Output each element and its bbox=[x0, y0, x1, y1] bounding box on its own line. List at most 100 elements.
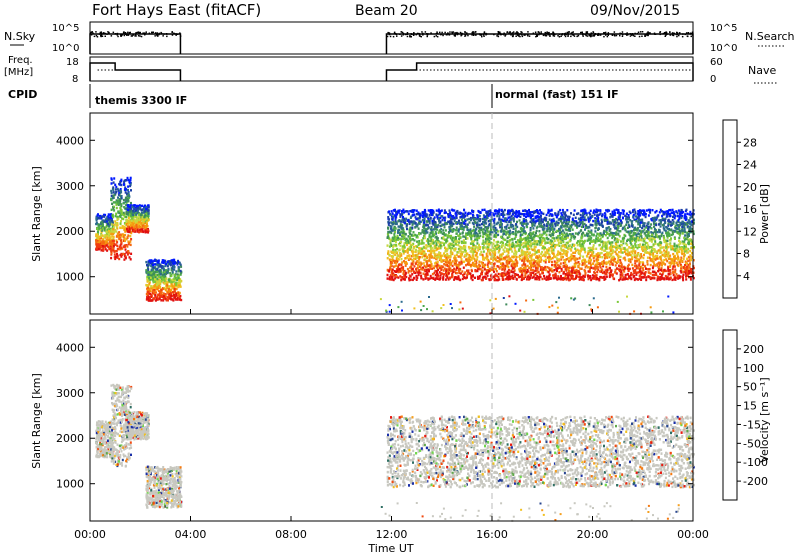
echo-cell bbox=[112, 195, 114, 197]
nsearch-point bbox=[535, 33, 537, 35]
nsearch-point bbox=[692, 32, 694, 34]
echo-cell bbox=[102, 245, 104, 247]
echo-cell bbox=[117, 196, 119, 198]
echo-cell bbox=[154, 294, 156, 296]
echo-cell bbox=[668, 258, 670, 260]
echo-cell bbox=[110, 257, 112, 259]
echo-cell bbox=[514, 238, 516, 240]
echo-cell bbox=[641, 227, 643, 229]
nave-tick-top: 60 bbox=[710, 57, 723, 68]
echo-cell bbox=[145, 261, 147, 263]
nsearch-point bbox=[553, 32, 555, 34]
echo-cell bbox=[418, 240, 420, 242]
nsearch-point bbox=[163, 33, 165, 35]
echo-cell bbox=[138, 219, 140, 221]
echo-cell bbox=[118, 202, 120, 204]
echo-cell bbox=[589, 213, 591, 215]
nsearch-point bbox=[582, 33, 584, 35]
echo-cell bbox=[96, 234, 98, 236]
nsearch-point bbox=[471, 34, 473, 36]
nsearch-point bbox=[565, 36, 567, 38]
echo-cell bbox=[451, 239, 453, 241]
echo-cell bbox=[123, 184, 125, 186]
echo-cell bbox=[401, 264, 403, 266]
echo-cell bbox=[545, 259, 547, 261]
echo-cell bbox=[147, 287, 149, 289]
nsearch-point bbox=[107, 31, 109, 32]
echo-cell bbox=[519, 219, 521, 221]
echo-cell bbox=[565, 238, 567, 240]
nsearch-point bbox=[421, 31, 423, 33]
nsearch-point bbox=[527, 34, 529, 36]
nsearch-point bbox=[517, 34, 519, 36]
nsearch-point bbox=[677, 34, 679, 36]
nsearch-point bbox=[473, 35, 475, 37]
echo-cell bbox=[123, 258, 125, 260]
echo-cell bbox=[115, 201, 117, 203]
freq-tick-top: 18 bbox=[66, 57, 79, 68]
echo-cell bbox=[159, 280, 161, 282]
nsearch-point bbox=[456, 33, 458, 35]
nsearch-point bbox=[625, 33, 627, 35]
echo-cell bbox=[138, 214, 140, 216]
nsearch-point bbox=[113, 32, 115, 33]
nsearch-point bbox=[630, 33, 632, 35]
echo-cell bbox=[475, 245, 477, 247]
nsearch-point bbox=[143, 33, 145, 35]
echo-cell bbox=[175, 293, 177, 295]
echo-cell bbox=[132, 214, 134, 216]
echo-cell bbox=[155, 268, 157, 270]
nsearch-point bbox=[497, 34, 499, 36]
nsearch-point bbox=[394, 32, 396, 33]
echo-cell bbox=[116, 222, 118, 224]
echo-cell bbox=[593, 257, 595, 259]
echo-cell bbox=[122, 218, 124, 220]
echo-cell bbox=[96, 227, 98, 229]
echo-cell bbox=[159, 298, 161, 300]
echo-cell bbox=[459, 279, 461, 281]
nsearch-point bbox=[608, 32, 610, 34]
echo-cell bbox=[682, 274, 684, 276]
echo-cell bbox=[655, 243, 657, 245]
echo-cell bbox=[157, 296, 159, 298]
nsearch-point bbox=[444, 32, 446, 34]
nsearch-point bbox=[588, 35, 590, 37]
echo-cell bbox=[112, 233, 114, 235]
nsearch-point bbox=[102, 36, 104, 38]
nsearch-point bbox=[541, 33, 543, 35]
echo-cell bbox=[466, 226, 468, 228]
echo-cell bbox=[472, 279, 474, 281]
echo-cell bbox=[543, 275, 545, 277]
nsearch-point bbox=[472, 32, 474, 34]
echo-cell bbox=[554, 260, 556, 262]
nsearch-point bbox=[464, 35, 466, 37]
echo-cell bbox=[154, 278, 156, 280]
echo-cell bbox=[470, 212, 472, 214]
echo-cell bbox=[110, 190, 112, 192]
nsearch-point bbox=[158, 34, 160, 36]
echo-cell bbox=[117, 218, 119, 220]
echo-cell bbox=[147, 268, 149, 270]
echo-cell bbox=[658, 266, 660, 268]
nsearch-point bbox=[607, 36, 609, 38]
nsearch-point bbox=[557, 35, 559, 37]
echo-cell bbox=[648, 271, 650, 273]
nsearch-point bbox=[454, 35, 456, 37]
echo-cell bbox=[137, 209, 139, 211]
echo-cell bbox=[473, 265, 475, 267]
nsearch-point bbox=[139, 35, 141, 37]
echo-cell bbox=[394, 254, 396, 256]
echo-cell bbox=[106, 231, 108, 233]
echo-cell bbox=[150, 265, 152, 267]
echo-cell bbox=[519, 216, 521, 218]
echo-cell bbox=[111, 195, 113, 197]
echo-cell bbox=[686, 258, 688, 260]
nsearch-point bbox=[437, 33, 439, 35]
echo-cell bbox=[524, 210, 526, 212]
echo-cell bbox=[535, 256, 537, 258]
nsearch-point bbox=[660, 34, 662, 36]
echo-cell bbox=[155, 259, 157, 261]
echo-cell bbox=[152, 277, 154, 279]
nsearch-point bbox=[560, 36, 562, 38]
